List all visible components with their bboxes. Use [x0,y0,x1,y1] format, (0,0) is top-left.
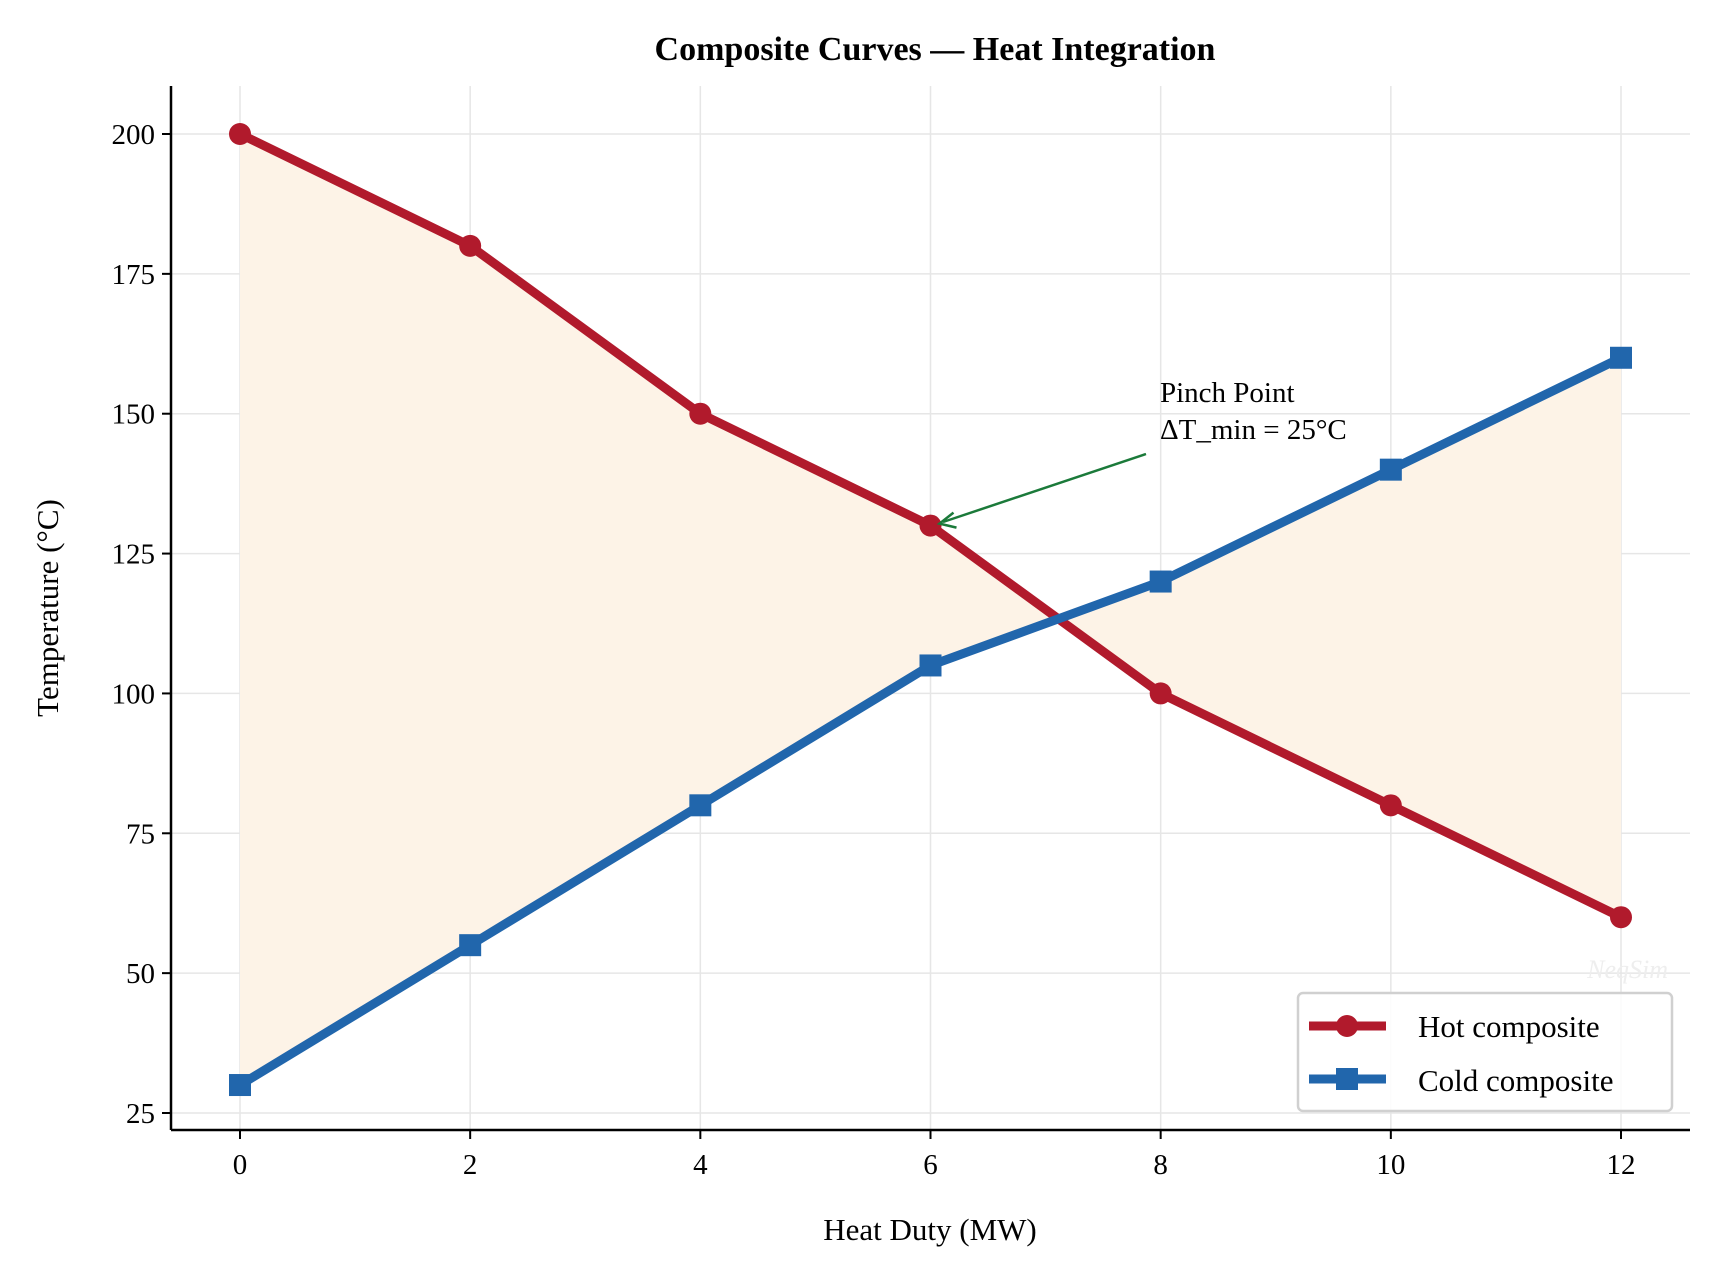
x-tick-label: 6 [923,1149,938,1181]
pinch-annotation: Pinch Point ΔT_min = 25°C [936,377,1347,529]
legend-box [1296,991,1674,1113]
annotation-arrow [942,452,1147,524]
y-tick-label: 75 [126,818,155,850]
legend: Hot composite Cold composite [1296,991,1674,1113]
y-tick-label: 175 [112,259,156,291]
cold-point [229,1074,251,1097]
annotation-line-2: ΔT_min = 25°C [1160,414,1347,446]
hot-point [1610,906,1632,929]
hot-point [689,402,712,425]
y-tick-label: 25 [126,1098,155,1130]
x-tick-label: 12 [1607,1149,1636,1181]
y-tick-label: 125 [112,539,156,571]
watermark: NeqSim [1586,955,1668,984]
annotation-arrowhead [936,511,957,529]
y-tick-label: 150 [112,399,156,431]
legend-cold-label: Cold composite [1418,1063,1613,1098]
tick-labels: 0 2 4 6 8 10 12 25 50 75 100 125 150 175 200 [112,119,1636,1181]
x-tick-label: 0 [233,1149,248,1181]
y-axis-label: Temperature (°C) [30,499,65,717]
cold-point [689,794,712,817]
x-tick-label: 10 [1376,1149,1405,1181]
annotation-line-1: Pinch Point [1160,377,1295,409]
cold-point [1379,458,1402,481]
cold-point [1610,346,1632,369]
legend-hot-marker [1336,1015,1358,1037]
fill-between-area [240,134,1621,1086]
x-tick-label: 8 [1153,1149,1168,1181]
series-group [229,123,1632,1097]
y-tick-label: 100 [112,678,156,710]
x-tick-label: 4 [693,1149,708,1181]
hot-point [919,514,942,537]
hot-point [1379,794,1402,817]
cold-point [919,654,942,677]
x-axis-label: Heat Duty (MW) [823,1212,1037,1247]
legend-hot-label: Hot composite [1418,1009,1600,1044]
hot-point [229,123,251,145]
chart-title: Composite Curves — Heat Integration [655,31,1216,68]
legend-cold-marker [1336,1068,1358,1090]
axes [162,86,1690,1139]
hot-point [1149,682,1172,705]
hot-point [459,234,482,257]
y-tick-label: 50 [126,958,155,990]
cold-point [459,934,482,957]
cold-point [1149,570,1172,593]
x-tick-label: 2 [463,1149,478,1181]
y-tick-label: 200 [112,119,156,151]
